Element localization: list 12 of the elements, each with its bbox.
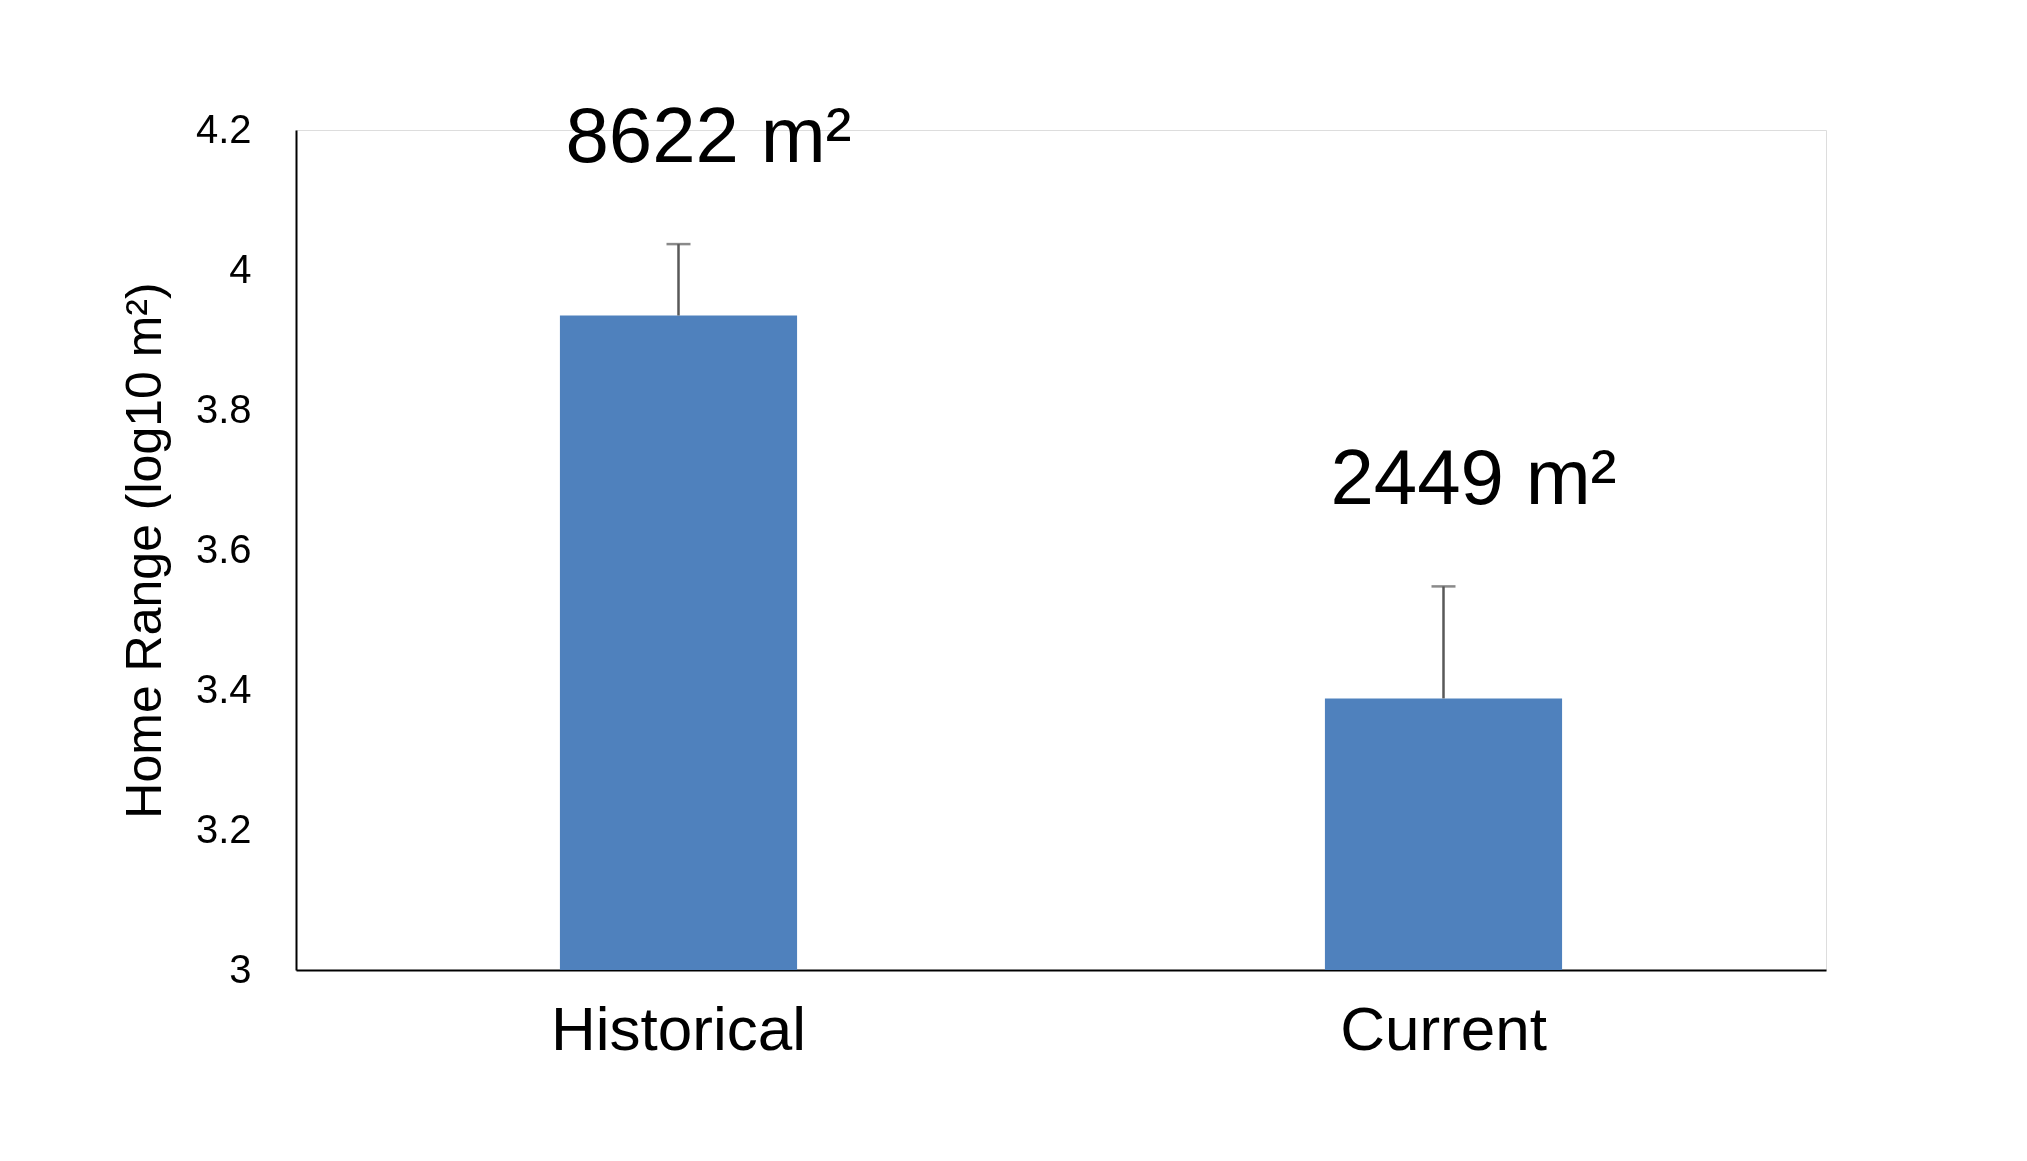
y-tick-label: 3.6 [195, 526, 252, 571]
x-tick-label: Current [1340, 993, 1547, 1063]
y-tick-label: 4 [229, 246, 252, 291]
y-tick-label: 3.2 [195, 806, 252, 851]
annotation: 2449 m² [1330, 433, 1617, 522]
annotation: 8622 m² [565, 91, 852, 180]
y-tick-label: 3.4 [195, 666, 252, 711]
y-tick-label: 3.8 [195, 386, 252, 431]
y-axis-title: Home Range (log10 m²) [115, 282, 172, 819]
y-tick-label: 4.2 [195, 106, 252, 151]
y-tick-label: 3 [229, 946, 252, 991]
x-tick-label: Historical [551, 993, 806, 1063]
